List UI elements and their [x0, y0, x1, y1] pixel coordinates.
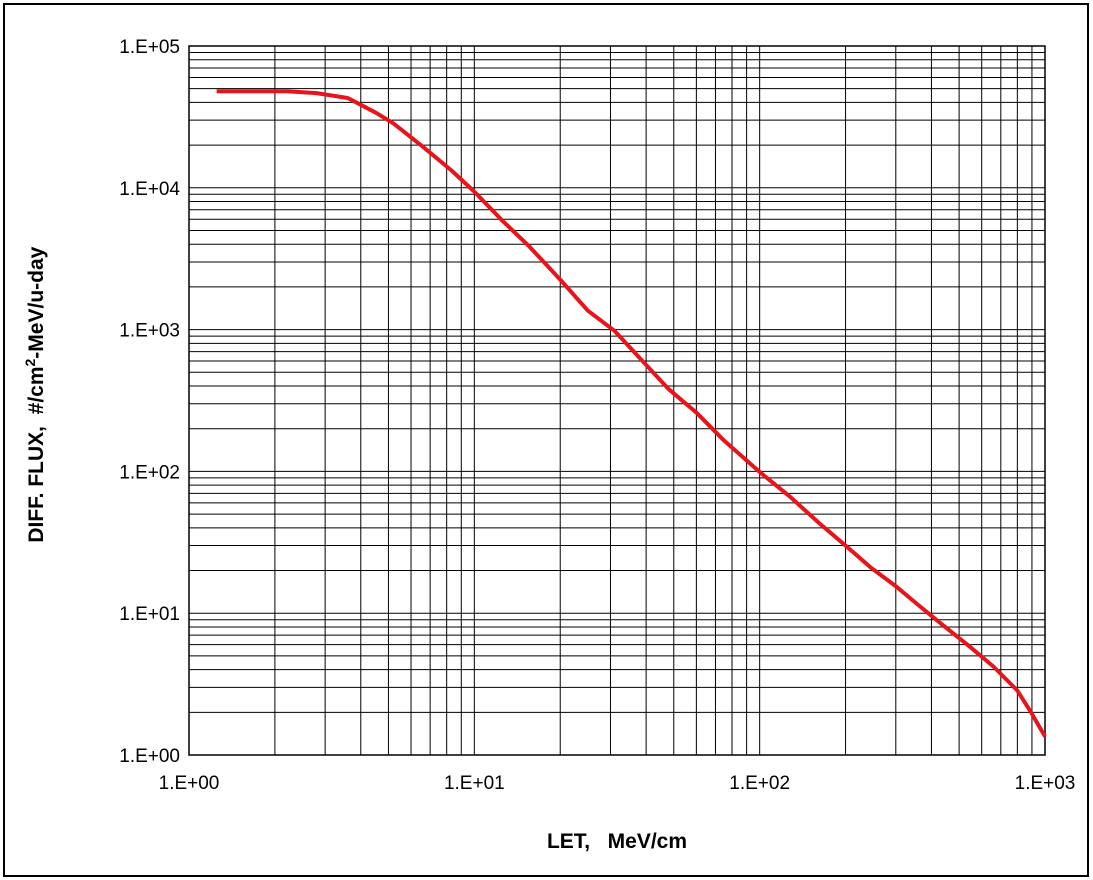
x-tick-label: 1.E+02 [729, 773, 790, 794]
y-tick-label: 1.E+04 [119, 179, 180, 200]
y-tick-label: 1.E+05 [119, 37, 180, 58]
x-tick-label: 1.E+00 [159, 773, 220, 794]
y-axis-title-superscript: 2 [22, 358, 38, 366]
y-tick-label: 1.E+00 [119, 746, 180, 767]
plot-area [188, 45, 1046, 756]
x-tick-label: 1.E+01 [444, 773, 505, 794]
y-tick-label: 1.E+02 [119, 462, 180, 483]
x-tick-label: 1.E+03 [1015, 773, 1076, 794]
y-axis-title: DIFF. FLUX, #/cm2-MeV/u-day [22, 217, 48, 583]
series-line-1 [216, 89, 1047, 738]
y-tick-label: 1.E+01 [119, 604, 180, 625]
y-axis-title-suffix: -MeV/u-day [25, 246, 48, 358]
y-axis-title-prefix: DIFF. FLUX, #/cm [25, 366, 48, 542]
chart-frame [3, 3, 1089, 877]
series-layer [216, 89, 1047, 738]
y-tick-label: 1.E+03 [119, 321, 180, 342]
x-axis-title: LET, MeV/cm [547, 830, 687, 853]
tick-label-layer: 1.E+00 1.E+01 1.E+02 1.E+03 1.E+00 1.E+01 1.E+… [119, 37, 1075, 794]
grid-layer [189, 46, 1045, 755]
